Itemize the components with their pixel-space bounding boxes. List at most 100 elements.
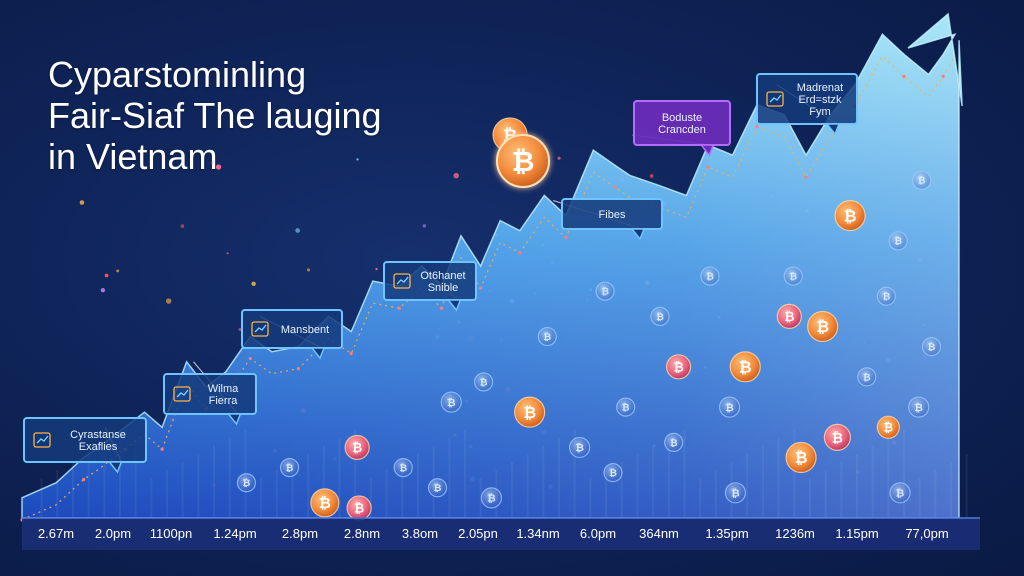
coin-symbol: ₿ <box>816 317 829 336</box>
sparkle <box>79 200 85 205</box>
icon-glyph <box>396 276 409 285</box>
sparkle <box>104 273 109 278</box>
sparkle <box>238 327 242 331</box>
coin-symbol: ₿ <box>319 495 331 512</box>
coin-icon: ₿ <box>279 458 300 478</box>
title-line-1: Cyparstominling <box>48 54 307 95</box>
coin-face <box>785 441 817 474</box>
callout-5: Fibes <box>553 198 663 241</box>
coin-symbol: ₿ <box>914 402 923 414</box>
coin-icon: ₿ <box>776 303 802 329</box>
coin-icon: ₿ <box>876 286 896 306</box>
coin-symbol: ₿ <box>487 493 496 505</box>
coin-symbol: ₿ <box>399 463 407 474</box>
callout-text: Snible <box>428 282 459 294</box>
callout-pointer <box>630 228 646 241</box>
x-tick-label: 1.24pm <box>213 526 256 541</box>
coin-symbol: ₿ <box>622 403 630 414</box>
sparkle <box>251 281 256 287</box>
coin-icon: ₿ <box>876 415 900 439</box>
trend-point <box>296 367 300 371</box>
coin-icon: ₿ <box>729 351 761 383</box>
trend-point <box>349 351 353 356</box>
coin-symbol: ₿ <box>434 483 442 494</box>
coin-face <box>783 266 803 286</box>
coin-icon: ₿ <box>569 436 591 459</box>
coin-icon: ₿ <box>595 281 615 301</box>
coin-face <box>393 458 413 478</box>
coin-face <box>603 463 623 483</box>
sparkle <box>116 269 120 273</box>
coin-face <box>876 286 896 306</box>
x-tick-label: 1236m <box>775 526 815 541</box>
coin-icon: ₿ <box>857 367 877 387</box>
chart-icon <box>33 432 51 448</box>
trend-point <box>160 447 164 451</box>
x-tick-label: 1.35pm <box>705 526 748 541</box>
coin-symbol: ₿ <box>894 236 902 247</box>
x-tick-label: 77,0pm <box>905 526 948 541</box>
sparkle <box>375 267 378 271</box>
callout-box <box>633 100 731 146</box>
callout-text: Fibes <box>599 209 626 221</box>
callout-box <box>383 261 477 301</box>
coin-icon: ₿ <box>700 266 720 286</box>
coin-face <box>427 478 448 498</box>
x-tick-label: 364nm <box>639 526 679 541</box>
x-tick-label: 1100pn <box>150 526 192 541</box>
callout-text: Wilma <box>208 383 239 395</box>
coin-face <box>480 487 503 509</box>
sparkle <box>215 164 222 170</box>
coin-symbol: ₿ <box>725 402 734 414</box>
icon-frame <box>173 386 191 402</box>
coin-symbol: ₿ <box>286 463 294 474</box>
coin-symbol: ₿ <box>543 332 551 343</box>
coin-symbol: ₿ <box>739 358 752 377</box>
coin-face <box>279 458 300 478</box>
callout-text: Ot6hanet <box>420 270 465 282</box>
coin-symbol: ₿ <box>731 488 740 500</box>
coin-face <box>776 303 802 329</box>
callout-box <box>756 73 858 125</box>
trend-point <box>706 165 710 169</box>
trend-point <box>479 286 483 290</box>
coin-icon: ₿ <box>724 482 747 504</box>
sparkle <box>306 268 311 272</box>
callout-pointer <box>107 461 123 474</box>
coin-icon: ₿ <box>344 434 370 461</box>
coin-icon: ₿ <box>346 495 372 521</box>
coin-symbol: ₿ <box>243 478 251 489</box>
callout-box <box>163 373 257 415</box>
callout-pointer <box>310 347 326 360</box>
sparkle <box>557 156 561 160</box>
sparkle <box>180 224 185 228</box>
coin-face <box>537 326 557 347</box>
sparkle <box>210 161 213 164</box>
coin-icon: ₿ <box>908 396 930 418</box>
trend-point <box>397 306 401 310</box>
arrows-icon <box>173 386 191 402</box>
coin-icon: ₿ <box>665 354 692 380</box>
coin-face <box>857 367 877 387</box>
coin-symbol: ₿ <box>609 468 617 479</box>
area-highlight <box>22 14 963 518</box>
sparkle <box>356 158 359 161</box>
coin-face <box>823 423 851 451</box>
coin-face <box>724 482 747 504</box>
x-tick-label: 6.0pm <box>580 526 616 541</box>
coin-symbol: ₿ <box>784 309 794 324</box>
trend-point <box>564 236 568 240</box>
trend-point <box>518 251 522 255</box>
coin-face <box>912 170 932 190</box>
coin-symbol: ₿ <box>670 438 678 449</box>
coin-icon: ₿ <box>616 397 636 417</box>
sparkle <box>422 224 427 228</box>
coin-face <box>514 396 546 428</box>
x-tick-label: 2.05pn <box>458 526 498 541</box>
coin-face <box>729 351 761 383</box>
coin-face <box>310 488 340 518</box>
chart-title: Cyparstominling Fair-Siaf The lauging in… <box>48 54 382 177</box>
coin-symbol: ₿ <box>512 145 535 178</box>
